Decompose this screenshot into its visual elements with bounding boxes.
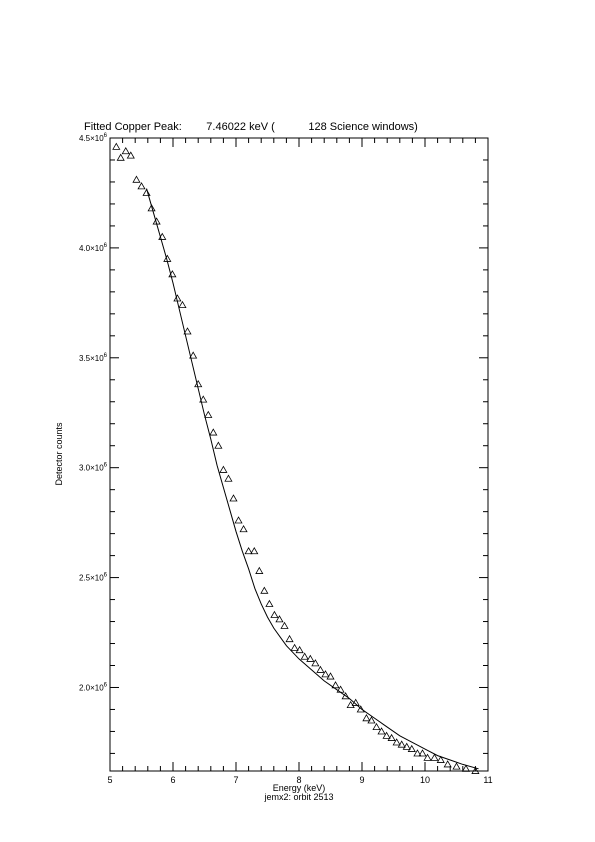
data-point bbox=[436, 755, 445, 763]
data-point bbox=[219, 465, 228, 473]
data-point bbox=[290, 643, 299, 651]
data-point bbox=[204, 410, 213, 418]
x-tick-label: 9 bbox=[359, 775, 364, 785]
data-point bbox=[362, 714, 371, 722]
x-tick-label: 7 bbox=[233, 775, 238, 785]
data-point bbox=[300, 652, 309, 660]
data-point bbox=[418, 749, 427, 757]
y-tick-label: 3.0×106 bbox=[79, 463, 108, 473]
data-point bbox=[351, 698, 360, 706]
data-point bbox=[239, 525, 248, 533]
data-point bbox=[372, 722, 381, 730]
data-point bbox=[392, 738, 401, 746]
data-point bbox=[265, 599, 274, 607]
y-tick-label: 3.5×106 bbox=[79, 353, 108, 363]
data-point bbox=[199, 395, 208, 403]
data-point bbox=[270, 610, 279, 618]
data-point bbox=[168, 270, 177, 278]
y-tick-label: 2.0×106 bbox=[79, 682, 108, 692]
fit-line bbox=[146, 188, 479, 770]
data-point bbox=[430, 753, 439, 761]
data-point bbox=[471, 766, 480, 774]
data-point bbox=[209, 428, 218, 436]
data-point bbox=[173, 294, 182, 302]
data-point bbox=[229, 494, 238, 502]
data-point bbox=[224, 474, 233, 482]
y-tick-label: 4.5×106 bbox=[79, 133, 108, 143]
data-point bbox=[407, 744, 416, 752]
data-point bbox=[461, 764, 471, 772]
data-point bbox=[147, 204, 156, 212]
data-point bbox=[326, 672, 335, 680]
data-point bbox=[397, 740, 406, 748]
data-point bbox=[423, 753, 432, 761]
data-point bbox=[321, 670, 330, 678]
data-points bbox=[112, 142, 480, 774]
data-point bbox=[280, 621, 289, 629]
data-point bbox=[132, 175, 141, 183]
data-point bbox=[189, 351, 198, 359]
fit-curve bbox=[146, 188, 479, 770]
y-axis-ticks: 2.0×106 2.5×106 3.0×106 3.5×106 4.0×106 4.5×1… bbox=[79, 133, 488, 754]
data-point bbox=[413, 749, 422, 757]
data-point bbox=[126, 151, 135, 159]
x-axis-label: Energy (keV) bbox=[273, 783, 326, 793]
data-point bbox=[250, 547, 259, 555]
data-point bbox=[260, 586, 269, 594]
data-point bbox=[356, 705, 365, 713]
chart-title: Fitted Copper Peak: 7.46022 keV ( 128 Sc… bbox=[84, 121, 418, 133]
data-point bbox=[316, 665, 325, 673]
data-point bbox=[377, 727, 386, 735]
x-tick-label: 6 bbox=[170, 775, 175, 785]
x-tick-label: 11 bbox=[483, 775, 492, 785]
chart-subtitle: jemx2: orbit 2513 bbox=[263, 792, 333, 802]
data-point bbox=[112, 142, 121, 150]
data-point bbox=[163, 254, 172, 262]
data-point bbox=[194, 379, 203, 388]
data-point bbox=[244, 547, 253, 555]
data-point bbox=[367, 716, 376, 724]
data-point bbox=[214, 441, 223, 449]
data-point bbox=[331, 681, 340, 689]
x-tick-label: 5 bbox=[107, 775, 112, 785]
data-point bbox=[452, 762, 461, 770]
data-point bbox=[306, 654, 315, 662]
data-point bbox=[152, 217, 161, 225]
data-point bbox=[443, 760, 452, 768]
data-point bbox=[311, 659, 320, 667]
data-point bbox=[255, 566, 264, 574]
data-point bbox=[275, 615, 284, 623]
data-point bbox=[382, 731, 391, 739]
data-point bbox=[402, 742, 411, 750]
data-point bbox=[295, 645, 304, 654]
data-point bbox=[234, 516, 243, 524]
x-tick-label: 10 bbox=[420, 775, 430, 785]
data-point bbox=[387, 733, 396, 741]
x-axis-ticks: 5 6 7 8 9 10 11 bbox=[107, 138, 493, 785]
y-tick-label: 2.5×106 bbox=[79, 573, 108, 583]
data-point bbox=[116, 153, 125, 161]
data-point bbox=[142, 188, 151, 196]
data-point bbox=[183, 327, 192, 335]
data-point bbox=[178, 300, 187, 308]
y-tick-label: 4.0×106 bbox=[79, 243, 108, 253]
x-tick-label: 8 bbox=[296, 775, 301, 785]
data-point bbox=[158, 232, 167, 240]
plot-frame bbox=[109, 137, 489, 772]
data-point bbox=[137, 182, 146, 190]
data-point bbox=[341, 692, 350, 700]
data-point bbox=[121, 146, 130, 155]
data-point bbox=[285, 634, 294, 643]
data-point bbox=[336, 685, 345, 693]
y-axis-label: Detector counts bbox=[54, 422, 64, 486]
